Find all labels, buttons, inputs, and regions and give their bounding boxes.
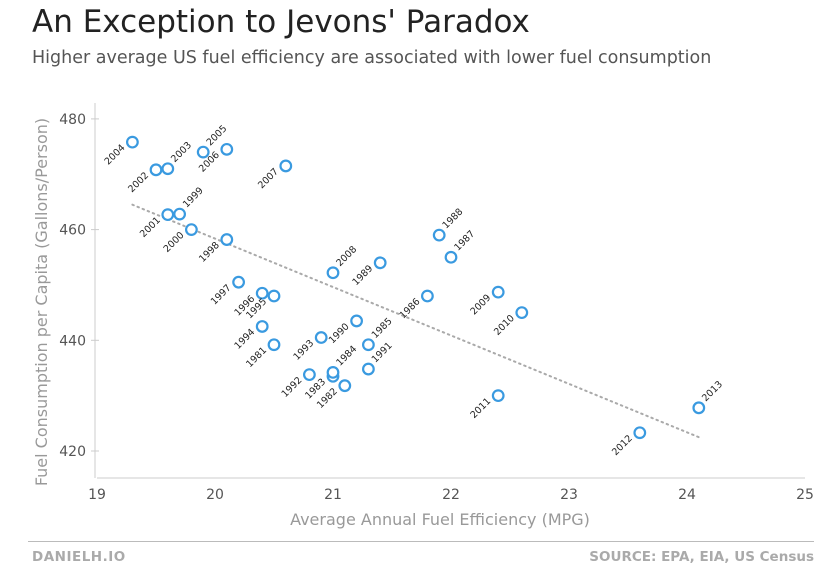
point-label: 2013 [700, 379, 725, 404]
data-point [362, 338, 375, 352]
data-point [338, 379, 352, 393]
footer-divider [28, 541, 814, 542]
data-point [255, 320, 269, 333]
point-label: 1984 [334, 344, 359, 369]
point-label: 1985 [370, 316, 395, 341]
y-tick-label: 480 [59, 112, 86, 128]
data-point [432, 228, 446, 242]
point-label: 2003 [169, 140, 194, 165]
x-tick-label: 19 [88, 487, 106, 503]
data-point [491, 389, 505, 403]
x-axis-title: Average Annual Fuel Efficiency (MPG) [290, 510, 590, 529]
data-point [125, 135, 139, 149]
data-point [149, 163, 163, 177]
data-point [314, 331, 328, 344]
point-label: 1997 [209, 283, 234, 308]
data-point [220, 233, 234, 246]
data-point [326, 266, 340, 280]
data-point [444, 250, 458, 264]
point-label: 2011 [468, 396, 493, 421]
point-label: 2008 [334, 244, 359, 269]
data-point [232, 275, 246, 289]
data-point [692, 401, 706, 415]
data-point [184, 223, 198, 237]
point-label: 2007 [256, 166, 281, 191]
y-tick-label: 420 [59, 444, 86, 460]
point-label: 2001 [138, 215, 163, 240]
y-axis-title: Fuel Consumption per Capita (Gallons/Per… [32, 118, 51, 486]
x-tick-label: 22 [442, 487, 460, 503]
point-label: 1987 [452, 229, 477, 254]
x-tick-label: 20 [206, 487, 224, 503]
point-label: 1990 [327, 321, 352, 346]
data-points [125, 135, 706, 440]
data-point [267, 289, 281, 303]
data-point [491, 285, 505, 299]
point-label: 2010 [492, 313, 517, 338]
point-label: 2000 [162, 230, 187, 255]
y-tick-label: 440 [59, 333, 86, 349]
data-point [350, 314, 364, 328]
y-tick-label: 460 [59, 223, 86, 239]
data-point [173, 207, 187, 221]
x-axis: 19 20 21 22 23 24 25 [88, 477, 814, 503]
data-point [373, 256, 387, 270]
data-point [161, 208, 175, 222]
point-label: 2009 [468, 292, 493, 317]
point-label: 2004 [103, 142, 128, 167]
trend-line [131, 203, 700, 439]
point-label: 1994 [232, 327, 257, 352]
point-label: 2012 [610, 433, 635, 458]
point-labels: 1981198219831984198519861987198819891990… [103, 123, 725, 458]
trend-line-path [131, 203, 700, 439]
x-tick-label: 25 [796, 487, 814, 503]
data-point [220, 142, 234, 156]
point-label: 1993 [291, 338, 316, 363]
point-label: 1986 [398, 296, 423, 321]
data-point [196, 145, 210, 159]
y-axis: 420 440 460 480 [59, 103, 99, 478]
data-point [515, 306, 529, 320]
point-label: 1981 [244, 345, 269, 370]
point-label: 1992 [280, 375, 305, 400]
data-point [633, 426, 647, 440]
x-tick-label: 23 [560, 487, 578, 503]
data-point [279, 159, 293, 173]
data-point [326, 366, 340, 379]
data-point [421, 289, 434, 303]
data-point [267, 338, 281, 352]
footer-source: SOURCE: EPA, EIA, US Census [589, 549, 814, 565]
point-label: 1998 [197, 240, 222, 265]
footer-site-name: DANIELH.IO [32, 549, 126, 565]
point-label: 1999 [181, 185, 206, 210]
data-point [362, 362, 375, 376]
data-point [255, 286, 269, 300]
data-point [303, 368, 316, 382]
point-label: 1988 [441, 206, 466, 231]
x-tick-label: 24 [678, 487, 696, 503]
point-label: 2002 [126, 170, 151, 195]
point-label: 1989 [350, 263, 375, 288]
x-tick-label: 21 [324, 487, 342, 503]
chart-title: An Exception to Jevons' Paradox [32, 4, 530, 40]
data-point [161, 162, 175, 176]
chart-subtitle: Higher average US fuel efficiency are as… [32, 48, 712, 68]
